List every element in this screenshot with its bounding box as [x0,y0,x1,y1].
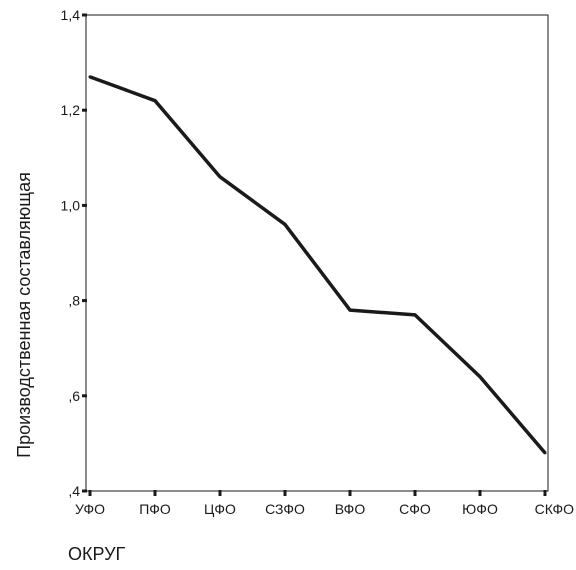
x-tick-label: СФО [399,501,431,517]
x-tick-label: ЦФО [204,501,236,517]
data-point [478,375,482,379]
data-point [153,99,157,103]
x-tick-label: ЮФО [462,501,498,517]
series-line [89,75,547,455]
x-tick-label: ПФО [139,501,171,517]
y-tick-label: 1,2 [61,102,81,118]
x-tick-label: СКФО [535,501,574,517]
y-axis-title: Производственная составляющая [14,172,34,458]
data-point [218,175,222,179]
y-tick-label: ,4 [68,483,80,499]
data-point [348,308,352,312]
x-axis-title: ОКРУГ [68,544,126,564]
x-tick-label: ВФО [335,501,366,517]
x-tick-label: СЗФО [265,501,305,517]
data-point [88,75,92,79]
series-points [88,75,547,455]
y-axis-ticks: ,4 ,6 ,8 1,0 1,2 1,4 [61,7,87,499]
data-point [413,313,417,317]
x-axis-ticks: УФО ПФО ЦФО СЗФО ВФО СФО ЮФО СКФО [75,490,574,517]
plot-frame [85,14,549,492]
y-tick-label: ,8 [68,293,80,309]
data-point [543,451,547,455]
y-tick-label: 1,4 [61,7,81,23]
data-point [283,222,287,226]
y-tick-label: ,6 [68,388,80,404]
x-tick-label: УФО [75,501,105,517]
y-tick-label: 1,0 [61,197,81,213]
